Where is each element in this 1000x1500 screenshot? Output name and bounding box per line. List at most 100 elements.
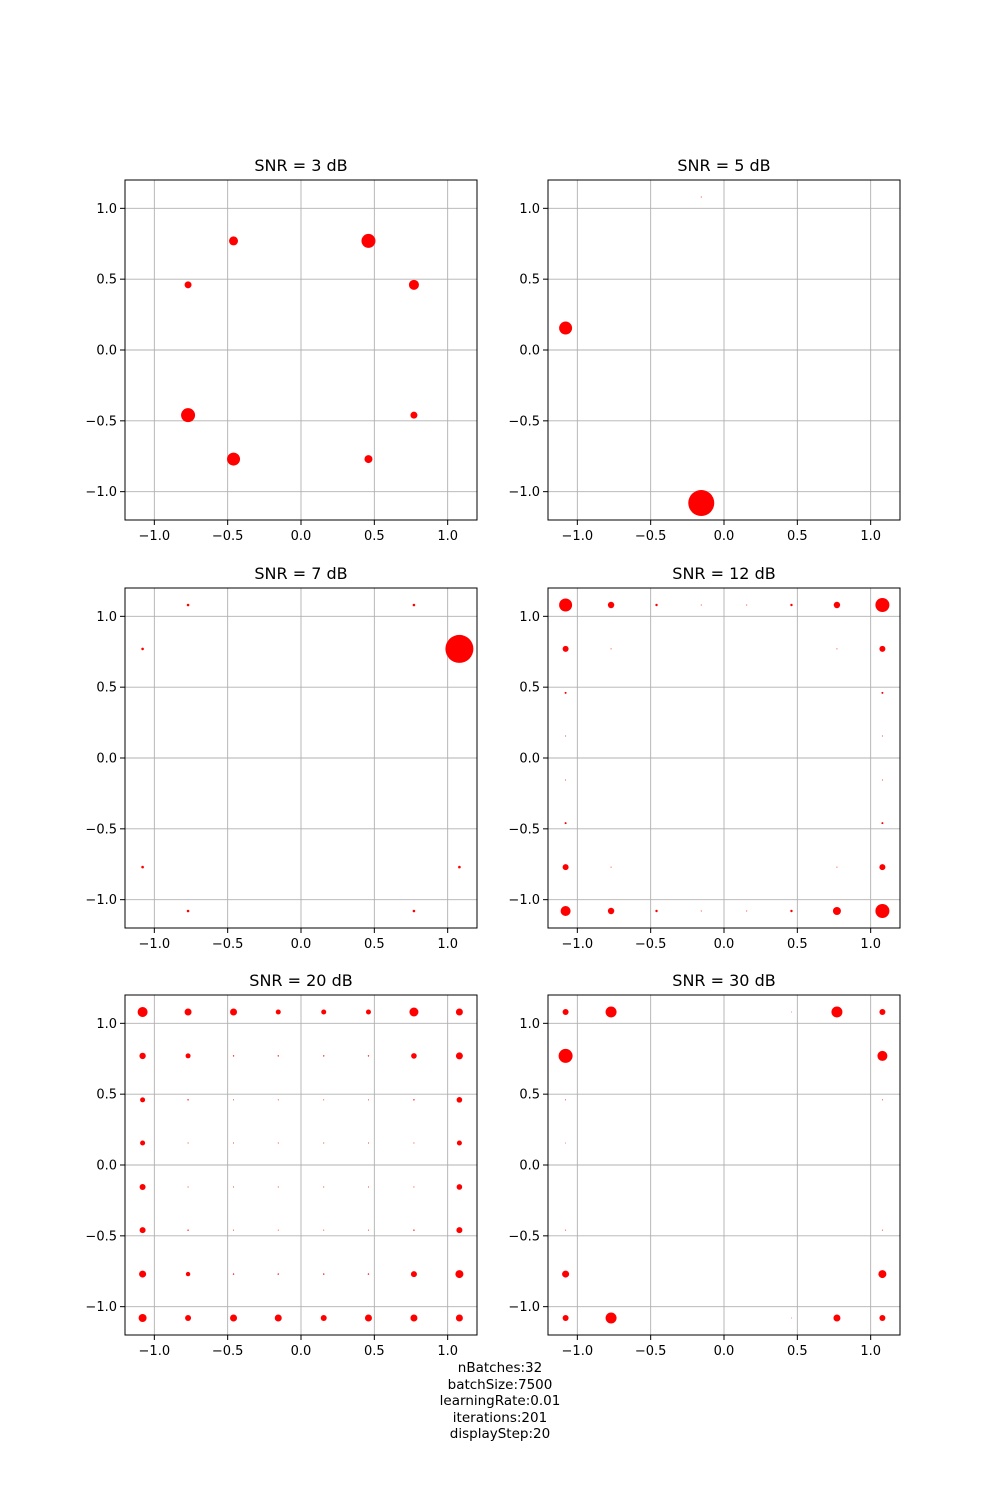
scatter-point: [230, 1008, 238, 1016]
scatter-point: [137, 1007, 148, 1017]
scatter-point: [565, 1142, 566, 1144]
subplot-title: SNR = 3 dB: [254, 156, 347, 175]
scatter-point: [413, 1186, 415, 1188]
scatter-point: [881, 1099, 883, 1101]
x-tick-label: 0.0: [714, 937, 735, 952]
scatter-point: [139, 1227, 146, 1234]
scatter-point: [139, 1052, 146, 1060]
scatter-point: [565, 1229, 567, 1231]
x-tick-label: 1.0: [860, 529, 881, 544]
y-tick-label: −0.5: [508, 414, 540, 429]
caption-line-learningrate: learningRate:0.01: [439, 1393, 561, 1409]
y-tick-label: 0.5: [519, 273, 540, 288]
scatter-point: [139, 1183, 146, 1190]
scatter-point: [365, 1009, 371, 1015]
scatter-point: [184, 281, 192, 289]
grid-lines: [548, 588, 900, 928]
scatter-point: [277, 1142, 279, 1144]
scatter-point: [185, 1053, 191, 1059]
scatter-point: [559, 321, 573, 335]
scatter-point: [232, 1273, 235, 1275]
scatter-point: [607, 601, 615, 609]
y-tick-label: 1.0: [519, 202, 540, 217]
scatter-point: [746, 604, 748, 606]
scatter-point: [455, 1052, 463, 1060]
scatter-point: [700, 910, 702, 912]
scatter-point: [879, 1009, 886, 1015]
scatter-point: [875, 904, 890, 918]
scatter-point: [139, 1270, 147, 1278]
scatter-point: [700, 604, 702, 606]
x-tick-label: −1.0: [139, 1344, 171, 1359]
y-tick-label: −1.0: [85, 1300, 117, 1315]
y-tick-label: 0.5: [519, 1088, 540, 1103]
scatter-point: [410, 1314, 418, 1322]
scatter-points: [141, 603, 474, 913]
x-tick-label: −1.0: [139, 529, 171, 544]
x-tick-label: −1.0: [562, 937, 594, 952]
scatter-point: [367, 1099, 369, 1101]
scatter-point: [410, 1271, 417, 1278]
grid-lines: [548, 995, 900, 1335]
scatter-point: [277, 1229, 279, 1231]
scatter-point: [361, 233, 376, 248]
x-tick-label: 0.5: [787, 1344, 808, 1359]
y-tick-label: 1.0: [96, 610, 117, 625]
scatter-point: [455, 1270, 464, 1279]
x-tick-label: 0.0: [291, 1344, 312, 1359]
scatter-point: [367, 1055, 370, 1057]
scatter-point: [831, 1006, 843, 1018]
scatter-point: [277, 1273, 279, 1275]
scatter-point: [367, 1273, 370, 1275]
scatter-point: [227, 452, 241, 466]
y-tick-label: −1.0: [508, 485, 540, 500]
scatter-points: [181, 233, 419, 466]
scatter-points: [559, 598, 890, 918]
scatter-point: [445, 634, 474, 663]
scatter-point: [833, 1314, 841, 1322]
y-tick-label: 0.0: [96, 344, 117, 359]
scatter-point: [455, 1008, 463, 1016]
x-tick-label: 1.0: [860, 937, 881, 952]
subplot-title: SNR = 5 dB: [677, 156, 770, 175]
y-tick-label: −0.5: [508, 822, 540, 837]
x-tick-label: −1.0: [139, 937, 171, 952]
scatter-point: [187, 1142, 189, 1144]
scatter-point: [413, 1142, 415, 1144]
subplot-snr-3: SNR = 3 dB −1.0 −1.0 −0.5 −0.5 0.0 0.0 0.5 0.5 1.…: [85, 156, 478, 544]
scatter-point: [413, 1099, 415, 1101]
x-tick-label: −1.0: [562, 529, 594, 544]
x-tick-label: −0.5: [212, 529, 244, 544]
x-tick-label: −0.5: [212, 1344, 244, 1359]
scatter-point: [881, 691, 884, 694]
scatter-point: [186, 603, 190, 607]
scatter-point: [790, 603, 793, 607]
scatter-point: [233, 1142, 235, 1144]
scatter-point: [408, 279, 419, 290]
grid-lines: [125, 995, 477, 1335]
scatter-point: [456, 1140, 462, 1146]
scatter-point: [879, 645, 886, 652]
caption-line-batchsize: batchSize:7500: [447, 1376, 553, 1393]
scatter-point: [187, 1229, 189, 1231]
scatter-point: [230, 1314, 238, 1322]
scatter-point: [562, 1315, 569, 1321]
scatter-point: [320, 1315, 327, 1321]
x-tick-label: 1.0: [437, 529, 458, 544]
scatter-point: [323, 1099, 325, 1101]
scatter-point: [413, 1229, 415, 1231]
x-tick-label: 0.5: [364, 937, 385, 952]
x-tick-label: 0.5: [364, 1344, 385, 1359]
x-tick-label: 0.5: [364, 529, 385, 544]
grid-lines: [548, 180, 900, 520]
scatter-point: [881, 779, 883, 781]
y-tick-label: −0.5: [508, 1229, 540, 1244]
scatter-point: [232, 1055, 235, 1057]
subplot-snr-20: SNR = 20 dB −1.0 −1.0 −0.5 −0.5 0.0 0.0 0.5 0.5 1…: [85, 971, 478, 1359]
y-tick-label: 0.0: [519, 344, 540, 359]
scatter-point: [610, 866, 612, 868]
scatter-point: [565, 735, 567, 737]
y-tick-label: −0.5: [85, 1229, 117, 1244]
y-tick-label: −0.5: [85, 822, 117, 837]
